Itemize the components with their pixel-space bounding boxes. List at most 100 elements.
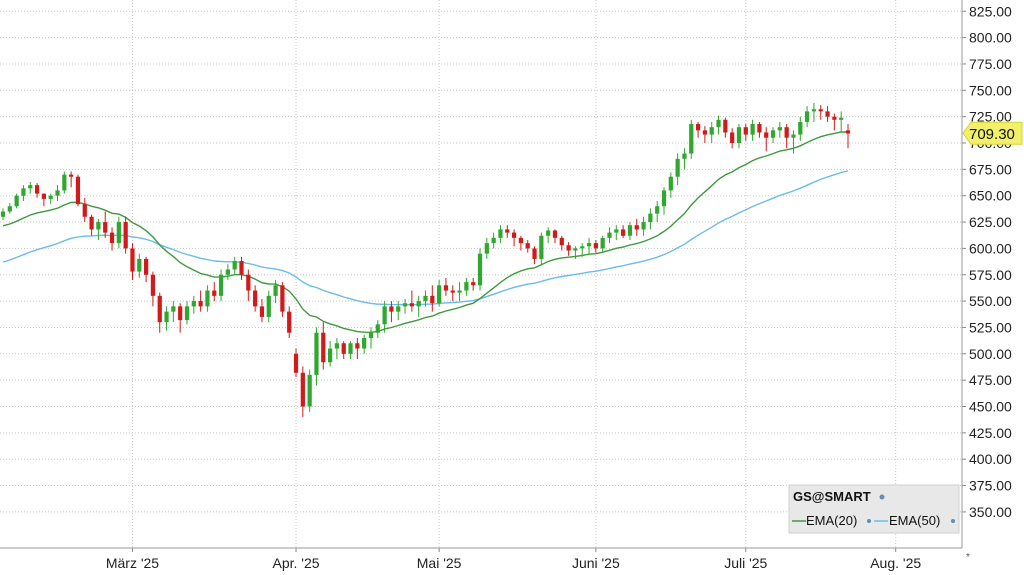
- candle-body: [798, 121, 803, 135]
- candle: [600, 235, 605, 253]
- candle-body: [212, 290, 217, 296]
- candle-body: [764, 132, 769, 138]
- candle-body: [103, 222, 108, 233]
- legend-ema20-label[interactable]: EMA(20): [806, 513, 857, 528]
- candle: [123, 216, 128, 254]
- y-tick-label: 500.00: [969, 346, 1012, 362]
- candle-body: [34, 185, 40, 194]
- candle-body: [334, 343, 340, 349]
- candle-body: [641, 222, 646, 230]
- candle-body: [137, 258, 142, 272]
- legend-ema50-dot-icon: [951, 519, 955, 523]
- candle-body: [130, 248, 135, 272]
- candle-body: [723, 119, 728, 133]
- candle-body: [191, 301, 196, 307]
- y-tick-label: 575.00: [969, 267, 1012, 283]
- candle-body: [648, 213, 653, 223]
- legend[interactable]: GS@SMART EMA(20) EMA(50): [788, 484, 960, 534]
- x-tick-label: Aug. '25: [870, 555, 921, 571]
- legend-symbol-dot-icon: [879, 494, 885, 500]
- last-price-badge: [962, 121, 1023, 145]
- candle: [559, 235, 564, 251]
- candle: [825, 106, 830, 122]
- candle: [471, 277, 476, 291]
- candle: [805, 106, 810, 128]
- candle-body: [375, 324, 380, 333]
- candle-body: [586, 243, 592, 247]
- candle-body: [484, 243, 489, 254]
- candle-body: [805, 111, 810, 122]
- candle: [198, 290, 203, 312]
- candle: [641, 216, 646, 236]
- candle: [423, 290, 428, 307]
- candle: [491, 232, 496, 249]
- candle: [723, 117, 728, 138]
- candle: [96, 218, 101, 240]
- candle-body: [532, 248, 537, 259]
- candle-body: [600, 237, 605, 249]
- candle: [109, 227, 115, 251]
- candle-body: [14, 195, 19, 207]
- candle: [355, 337, 360, 360]
- x-tick-label: Mai '25: [417, 555, 462, 571]
- candle-body: [41, 193, 46, 199]
- candle: [89, 214, 94, 236]
- candle: [430, 285, 435, 312]
- candle-body: [634, 225, 639, 230]
- candle: [307, 369, 312, 412]
- legend-ema50-label[interactable]: EMA(50): [889, 513, 940, 528]
- candle-body: [184, 306, 190, 321]
- candle: [811, 102, 817, 122]
- legend-symbol[interactable]: GS@SMART: [793, 489, 871, 504]
- last-price-label: 709.30: [969, 126, 1015, 143]
- candle: [266, 290, 271, 323]
- candle: [484, 237, 489, 259]
- candle-body: [777, 127, 782, 131]
- candle: [546, 227, 551, 244]
- candle-body: [157, 295, 162, 323]
- candle: [178, 303, 183, 333]
- candle: [184, 301, 190, 325]
- candle-body: [7, 206, 12, 212]
- candle: [477, 248, 483, 291]
- candle-body: [287, 311, 292, 333]
- candle-body: [702, 130, 708, 135]
- candle-body: [580, 246, 585, 249]
- candle: [614, 225, 619, 240]
- candle-body: [655, 206, 660, 214]
- candle: [648, 208, 653, 230]
- candle: [525, 239, 530, 253]
- y-tick-label: 650.00: [969, 188, 1012, 204]
- candle: [770, 127, 776, 143]
- candle-body: [21, 188, 26, 196]
- candle: [764, 127, 769, 152]
- candle-body: [498, 229, 503, 238]
- candle: [34, 183, 40, 198]
- candle-body: [464, 282, 469, 291]
- candle: [280, 282, 285, 317]
- candle: [225, 264, 230, 281]
- candle: [573, 246, 578, 259]
- candle-body: [832, 116, 837, 120]
- candle-body: [69, 174, 74, 177]
- candle-body: [48, 195, 53, 199]
- candle-body: [839, 117, 844, 120]
- candle-body: [621, 229, 626, 236]
- y-tick-label: 625.00: [969, 214, 1012, 230]
- candle: [586, 237, 592, 254]
- x-axis: März '25 Apr. '25 Mai '25 Juni '25 Juli '25 A…: [106, 548, 921, 571]
- candle-body: [546, 230, 551, 236]
- candle: [627, 222, 633, 240]
- candle-body: [314, 332, 319, 375]
- candle-body: [300, 372, 305, 407]
- candle: [103, 211, 108, 238]
- y-tick-label: 375.00: [969, 478, 1012, 494]
- corner-asterisk-icon: *: [966, 552, 970, 563]
- candle: [689, 119, 694, 159]
- y-axis: 350.00 375.00 400.00 425.00 450.00 475.00 500.…: [0, 0, 1012, 549]
- candle: [511, 229, 517, 247]
- candle: [143, 256, 149, 283]
- candle-body: [96, 222, 101, 230]
- candle: [321, 322, 326, 370]
